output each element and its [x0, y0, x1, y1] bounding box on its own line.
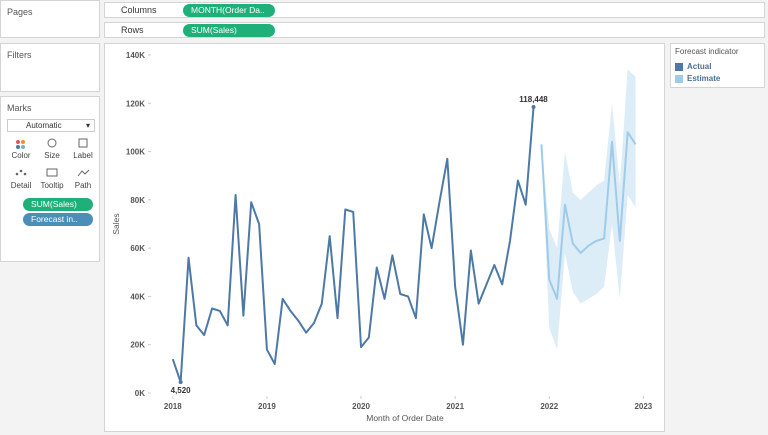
legend-item[interactable]: Estimate [675, 74, 720, 83]
legend-swatch [675, 62, 683, 71]
data-label: 118,448 [519, 95, 548, 104]
button-label: Path [74, 181, 92, 190]
forecast-band [541, 69, 636, 350]
x-tick-label: 2020 [352, 402, 370, 411]
legend: Forecast indicator Actual Estimate [670, 43, 765, 88]
rows-pill[interactable]: SUM(Sales) [183, 24, 275, 37]
button-label: Label [73, 151, 93, 160]
mark-type: Automatic [26, 121, 62, 130]
legend-label: Actual [687, 62, 712, 71]
legend-label: Estimate [687, 74, 721, 83]
series-line [540, 131, 637, 300]
filters-title: Filters [7, 50, 32, 60]
button-label: Tooltip [40, 181, 64, 190]
x-tick-label: 2019 [258, 402, 276, 411]
data-label: 4,520 [171, 386, 192, 395]
y-tick-label: 140K [126, 51, 145, 60]
y-tick-label: 60K [130, 244, 145, 253]
y-axis-title: Sales [111, 213, 121, 234]
detail-button[interactable]: Detail [7, 166, 35, 192]
pages-shelf[interactable]: Pages [0, 0, 100, 38]
y-tick-label: 0K [135, 389, 145, 398]
legend-item[interactable]: Actual [675, 62, 711, 71]
pages-title: Pages [7, 7, 33, 17]
rows-label: Rows [121, 25, 144, 35]
series-line [171, 106, 535, 384]
size-button[interactable]: Size [38, 136, 66, 162]
x-tick-label: 2022 [540, 402, 558, 411]
chart: Month of Order Date Sales 0K 20K 40K 60K 80K… [104, 43, 665, 432]
legend-title: Forecast indicator [675, 47, 739, 56]
button-label: Detail [10, 181, 32, 190]
labeled-point [531, 105, 536, 110]
forecast-pill[interactable]: Forecast in.. [23, 213, 93, 226]
y-tick-label: 80K [130, 196, 145, 205]
columns-label: Columns [121, 5, 157, 15]
tooltip-button[interactable]: Tooltip [38, 166, 66, 192]
color-button[interactable]: Color [7, 136, 35, 162]
mark-type-dropdown[interactable]: Automatic ▾ [7, 119, 95, 132]
filters-shelf[interactable]: Filters [0, 43, 100, 92]
y-tick-label: 100K [126, 148, 145, 157]
marks-title: Marks [7, 103, 32, 113]
button-label: Size [44, 151, 60, 160]
legend-swatch [675, 74, 683, 83]
x-tick-label: 2021 [446, 402, 464, 411]
x-tick-label: 2018 [164, 402, 182, 411]
y-tick-label: 40K [130, 292, 145, 301]
labeled-point [178, 380, 183, 385]
rows-shelf: Rows SUM(Sales) [104, 22, 765, 38]
sales-pill[interactable]: SUM(Sales) [23, 198, 93, 211]
y-tick-label: 120K [126, 99, 145, 108]
y-tick-label: 20K [130, 341, 145, 350]
columns-pill[interactable]: MONTH(Order Da.. [183, 4, 275, 17]
marks-card: Marks Automatic ▾ Color Size Label Detail… [0, 96, 100, 262]
label-button[interactable]: Label [69, 136, 97, 162]
x-axis-title: Month of Order Date [366, 413, 444, 423]
button-label: Color [11, 151, 31, 160]
x-tick-label: 2023 [634, 402, 652, 411]
path-button[interactable]: Path [69, 166, 97, 192]
columns-shelf: Columns MONTH(Order Da.. [104, 2, 765, 18]
